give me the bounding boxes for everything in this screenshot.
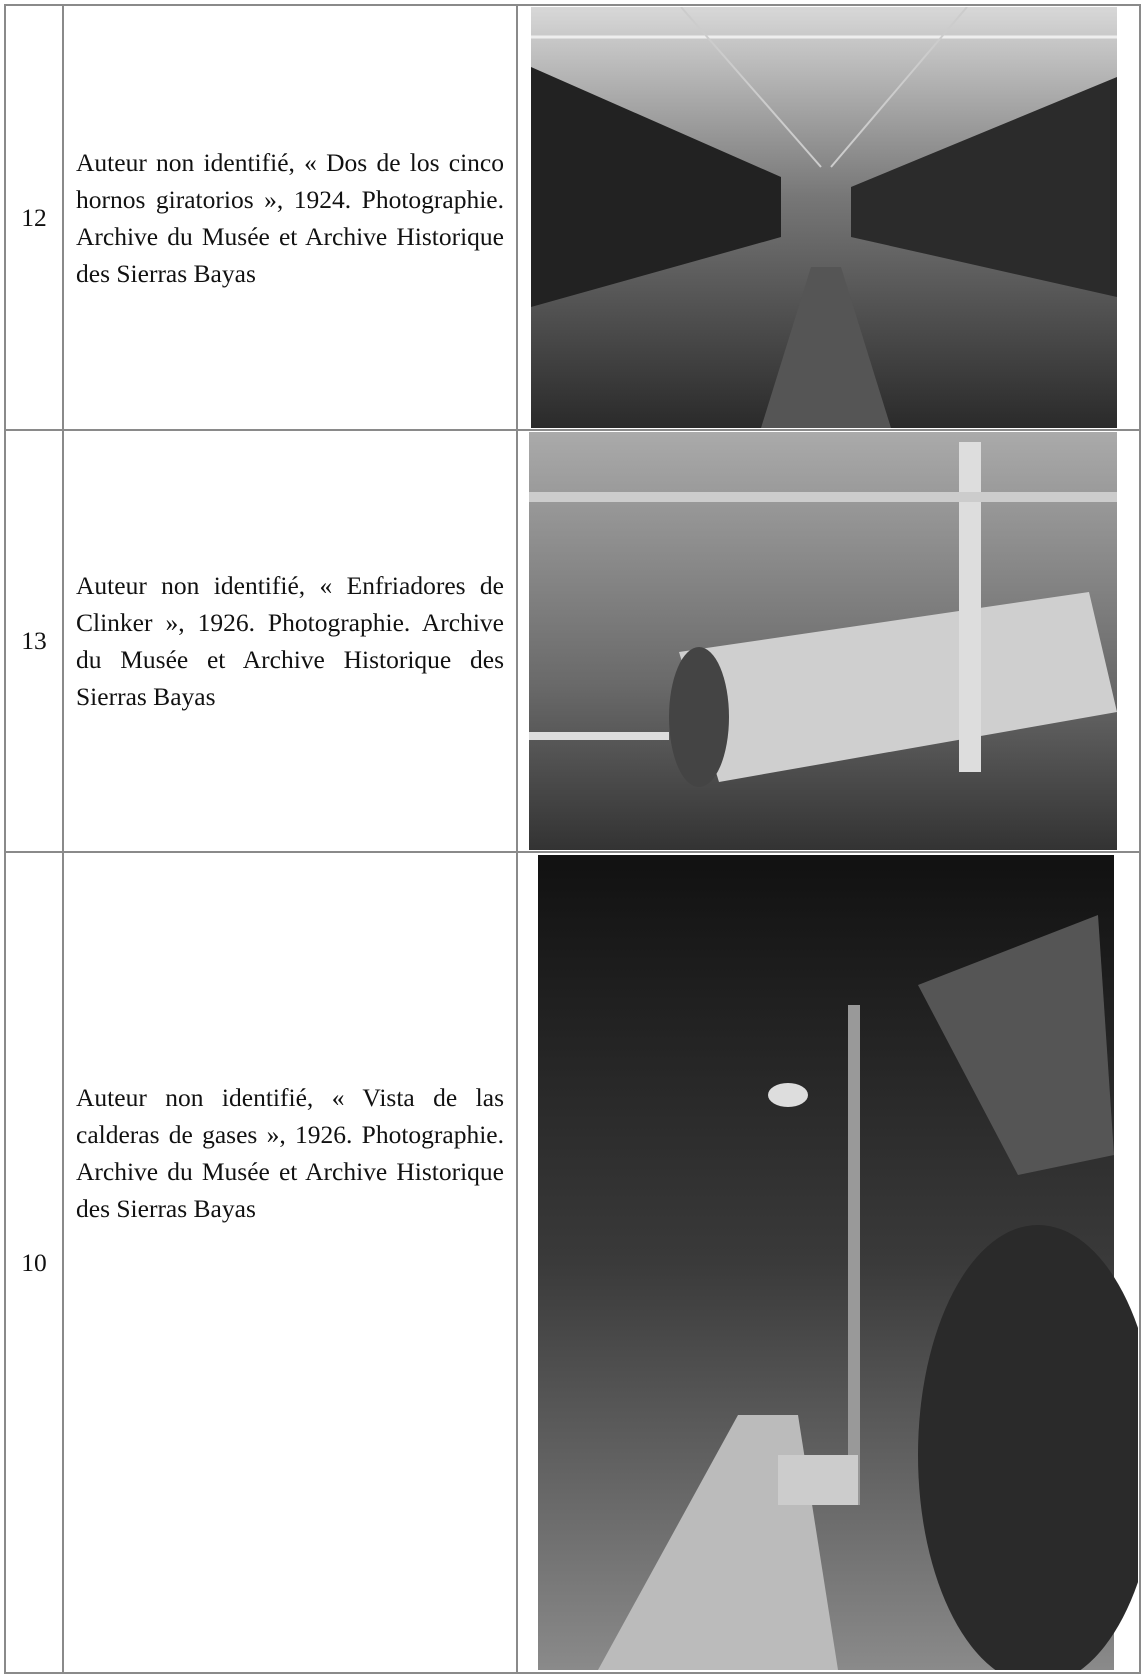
photo [538,855,1138,1670]
figure-number: 10 [4,851,64,1674]
caption: Auteur non identifié, « Enfriadores de C… [76,571,504,711]
caption-cell: Auteur non identifié, « Dos de los cinco… [62,4,518,431]
figure-table: 12 Auteur non identifié, « Dos de los ci… [4,4,1141,1674]
caption: Auteur non identifié, « Vista de las cal… [76,1083,504,1223]
figure-number: 13 [4,429,64,853]
figure-number: 12 [4,4,64,431]
caption-cell: Auteur non identifié, « Vista de las cal… [62,851,518,1674]
photo-cell [516,4,1141,431]
caption-cell: Auteur non identifié, « Enfriadores de C… [62,429,518,853]
photo-cell [516,429,1141,853]
photo [531,7,1117,428]
table-row: 10 Auteur non identifié, « Vista de las … [4,851,1141,1674]
photo-cell [516,851,1141,1674]
table-row: 12 Auteur non identifié, « Dos de los ci… [4,4,1141,431]
caption: Auteur non identifié, « Dos de los cinco… [76,147,504,288]
photo [529,432,1117,850]
table-row: 13 Auteur non identifié, « Enfriadores d… [4,429,1141,853]
